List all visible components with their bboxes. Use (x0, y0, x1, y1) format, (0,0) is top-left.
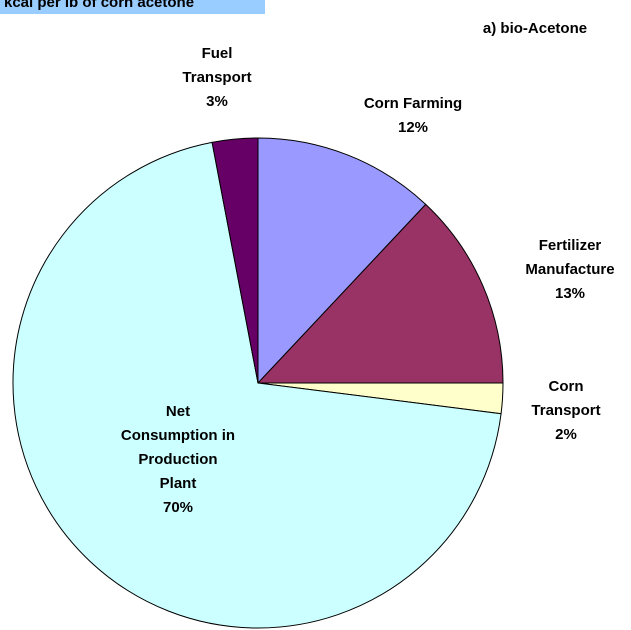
slice-label: Net Consumption in Production Plant 70% (119, 400, 237, 520)
value-label: 2% (555, 426, 577, 443)
value-label: 70% (162, 499, 194, 516)
pie-slice (12, 141, 502, 629)
slice-label: Corn Farming 12% (338, 92, 488, 140)
category-label: Fuel Transport (182, 45, 252, 86)
value-label: 12% (397, 119, 429, 136)
category-label: Net Consumption in Production Plant (120, 403, 236, 492)
category-label: Corn Transport (531, 378, 601, 419)
pie-slice (257, 137, 427, 385)
slice-label: Fuel Transport 3% (167, 42, 267, 114)
value-label: 3% (206, 93, 228, 110)
category-label: Fertilizer Manufacture (525, 237, 615, 278)
value-label: 13% (554, 285, 586, 302)
slice-label: Fertilizer Manufacture 13% (513, 234, 628, 306)
slice-label: Corn Transport 2% (519, 375, 614, 447)
chart-title: kcal per lb of corn acetone (0, 0, 265, 14)
pie-slice (256, 203, 504, 384)
pie-slice (211, 137, 259, 384)
chart-subtitle: a) bio-Acetone (482, 20, 588, 37)
category-label: Corn Farming (363, 95, 463, 112)
